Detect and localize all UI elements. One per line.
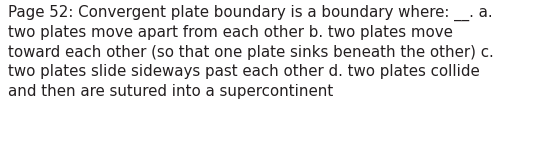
Text: Page 52: Convergent plate boundary is a boundary where: __. a.
two plates move a: Page 52: Convergent plate boundary is a … [8,4,494,99]
